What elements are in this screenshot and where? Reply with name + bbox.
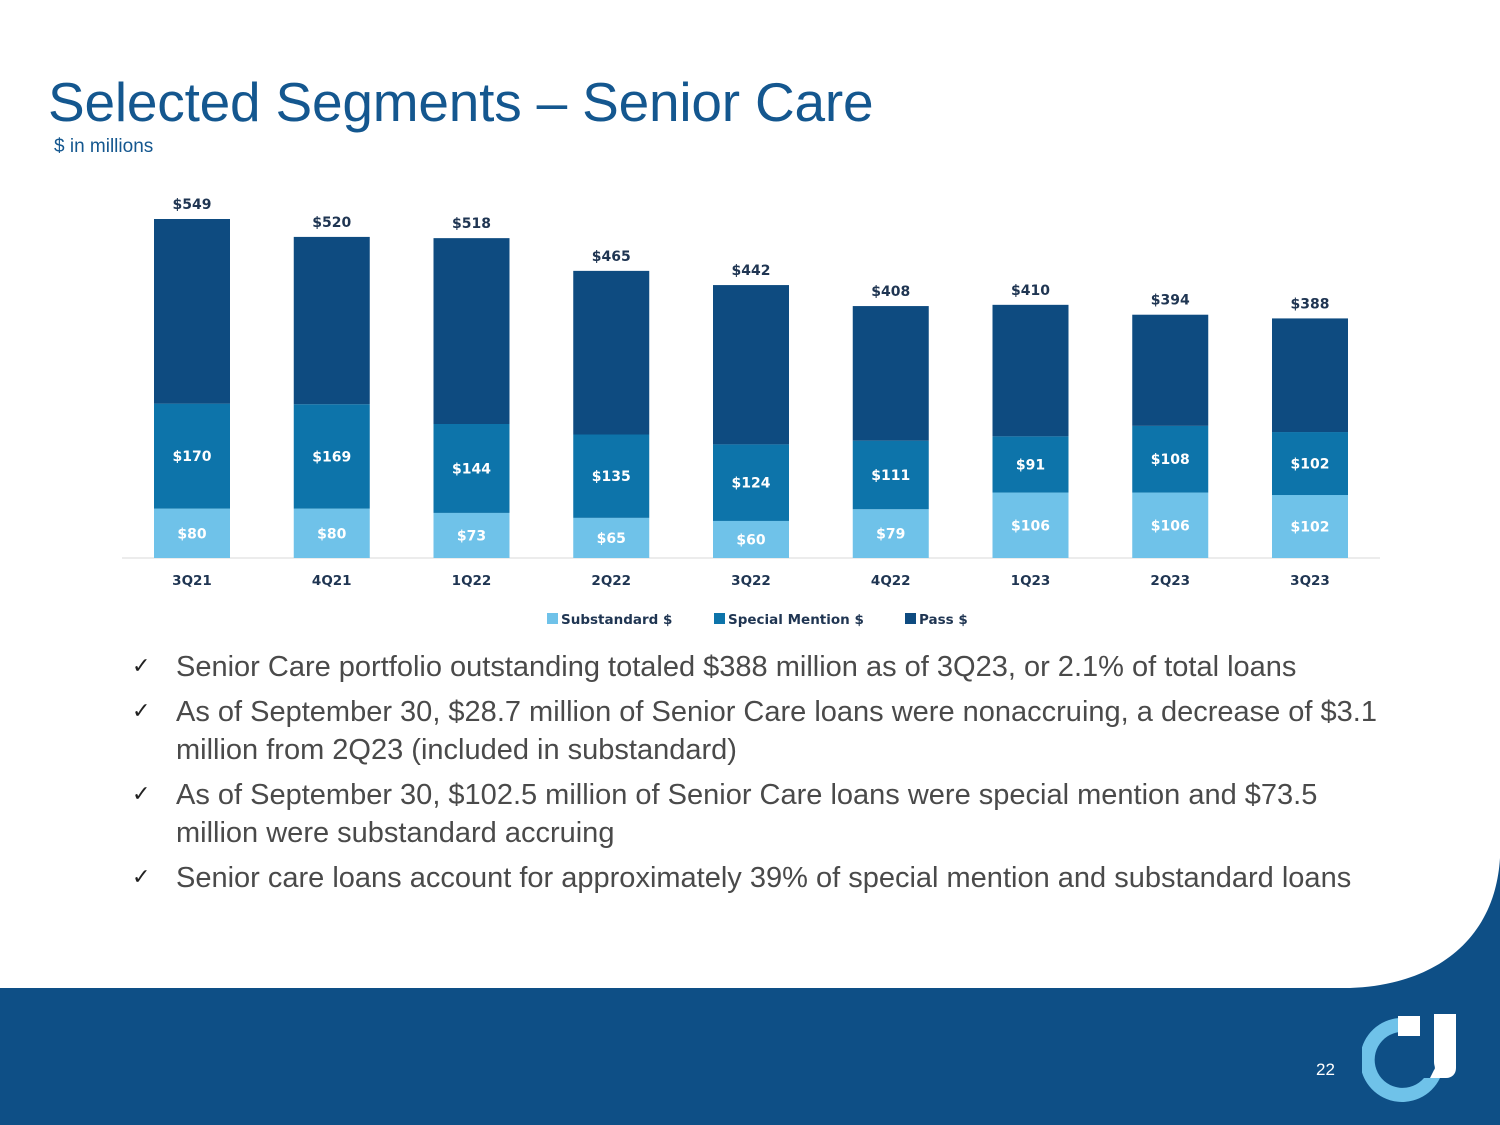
logo-notch <box>1398 1016 1420 1036</box>
segment-value-label: $135 <box>592 469 631 485</box>
legend-label: Special Mention $ <box>728 612 864 628</box>
bullet-list: ✓ Senior Care portfolio outstanding total… <box>132 648 1382 904</box>
logo-arc <box>1362 1018 1440 1102</box>
bar-segment-pass <box>852 306 929 441</box>
bar-segment-special-mention <box>1132 425 1209 493</box>
bullet-text: As of September 30, $102.5 million of Se… <box>176 779 1318 849</box>
bar-segment-special-mention <box>713 444 789 521</box>
bar-segment-special-mention <box>573 434 650 518</box>
bar-segment-special-mention <box>1272 432 1348 496</box>
bar-segment-pass <box>1272 318 1348 433</box>
stacked-bar-chart: $80 $170 $549 3Q21 $80 $169 $520 4Q21 $73 $144 $51… <box>122 197 1380 628</box>
bar-segment-substandard <box>1132 492 1209 558</box>
segment-value-label: $170 <box>173 449 212 465</box>
x-tick-label: 4Q22 <box>871 573 911 589</box>
segment-value-label: $111 <box>871 468 910 484</box>
bullet-text: Senior Care portfolio outstanding totale… <box>176 651 1297 683</box>
segment-value-label: $60 <box>736 532 765 548</box>
page-subtitle: $ in millions <box>54 136 154 157</box>
bar-segment-pass <box>992 304 1069 437</box>
bar-segment-pass <box>1132 314 1209 426</box>
bar-segment-substandard <box>154 508 230 558</box>
checkmark-icon: ✓ <box>132 865 151 890</box>
page-number: 22 <box>1316 1060 1335 1079</box>
bullet-item: ✓ As of September 30, $102.5 million of S… <box>132 776 1382 852</box>
bar-total-label: $410 <box>1011 283 1050 299</box>
bullet-item: ✓ Senior Care portfolio outstanding total… <box>132 648 1382 686</box>
segment-value-label: $106 <box>1011 518 1050 534</box>
bar-segment-special-mention <box>992 436 1069 493</box>
segment-value-label: $73 <box>457 528 486 544</box>
bar-segment-substandard <box>1272 495 1348 558</box>
x-tick-label: 4Q21 <box>312 573 352 589</box>
checkmark-icon: ✓ <box>132 699 151 724</box>
bar-segment-pass <box>573 270 650 435</box>
segment-value-label: $80 <box>317 526 346 542</box>
segment-value-label: $144 <box>452 461 491 477</box>
segment-value-label: $91 <box>1016 457 1045 473</box>
segment-value-label: $169 <box>312 449 351 465</box>
x-tick-label: 3Q23 <box>1290 573 1330 589</box>
checkmark-icon: ✓ <box>132 654 151 679</box>
bar-segment-special-mention <box>852 440 929 510</box>
segment-value-label: $102 <box>1291 520 1330 536</box>
bar-total-label: $442 <box>732 263 771 279</box>
bar-segment-special-mention <box>293 404 370 509</box>
bar-total-label: $549 <box>173 197 212 213</box>
footer-background <box>0 988 1500 1125</box>
bar-segment-pass <box>433 238 510 425</box>
company-logo-icon <box>1362 1014 1456 1102</box>
segment-value-label: $124 <box>732 476 771 492</box>
bar-segment-substandard <box>293 508 370 558</box>
bullet-text: As of September 30, $28.7 million of Sen… <box>176 696 1377 766</box>
segment-value-label: $108 <box>1151 452 1190 468</box>
legend-swatch <box>905 613 916 624</box>
bar-segment-pass <box>154 219 230 404</box>
page-title: Selected Segments – Senior Care <box>48 71 874 133</box>
legend-label: Substandard $ <box>561 612 672 628</box>
x-tick-label: 2Q23 <box>1150 573 1190 589</box>
legend-swatch <box>714 613 725 624</box>
segment-value-label: $65 <box>597 531 626 547</box>
bar-segment-substandard <box>573 517 650 558</box>
bar-segment-substandard <box>852 509 929 558</box>
bullet-item: ✓ As of September 30, $28.7 million of Se… <box>132 693 1382 769</box>
segment-value-label: $80 <box>177 526 206 542</box>
bar-total-label: $394 <box>1151 293 1190 309</box>
bar-segment-pass <box>713 285 789 445</box>
legend-swatch <box>547 613 558 624</box>
bar-total-label: $408 <box>871 284 910 300</box>
bar-segment-pass <box>293 236 370 405</box>
legend-label: Pass $ <box>919 612 968 628</box>
bar-segment-substandard <box>992 492 1069 558</box>
logo-j <box>1430 1014 1456 1078</box>
bar-segment-substandard <box>713 520 789 558</box>
x-tick-label: 3Q21 <box>172 573 212 589</box>
bar-segment-substandard <box>433 512 510 558</box>
bar-segment-special-mention <box>154 403 230 509</box>
segment-value-label: $79 <box>876 527 905 543</box>
x-tick-label: 1Q22 <box>452 573 492 589</box>
x-tick-label: 1Q23 <box>1011 573 1051 589</box>
segment-value-label: $106 <box>1151 518 1190 534</box>
bar-total-label: $465 <box>592 249 631 265</box>
x-tick-label: 3Q22 <box>731 573 771 589</box>
x-tick-label: 2Q22 <box>591 573 631 589</box>
bar-total-label: $518 <box>452 216 491 232</box>
bar-total-label: $520 <box>312 215 351 231</box>
bar-total-label: $388 <box>1291 296 1330 312</box>
bar-segment-special-mention <box>433 424 510 513</box>
checkmark-icon: ✓ <box>132 782 151 807</box>
bullet-text: Senior care loans account for approximat… <box>176 862 1352 894</box>
bullet-item: ✓ Senior care loans account for approxima… <box>132 859 1382 897</box>
segment-value-label: $102 <box>1291 457 1330 473</box>
footer-curve <box>1350 858 1500 988</box>
